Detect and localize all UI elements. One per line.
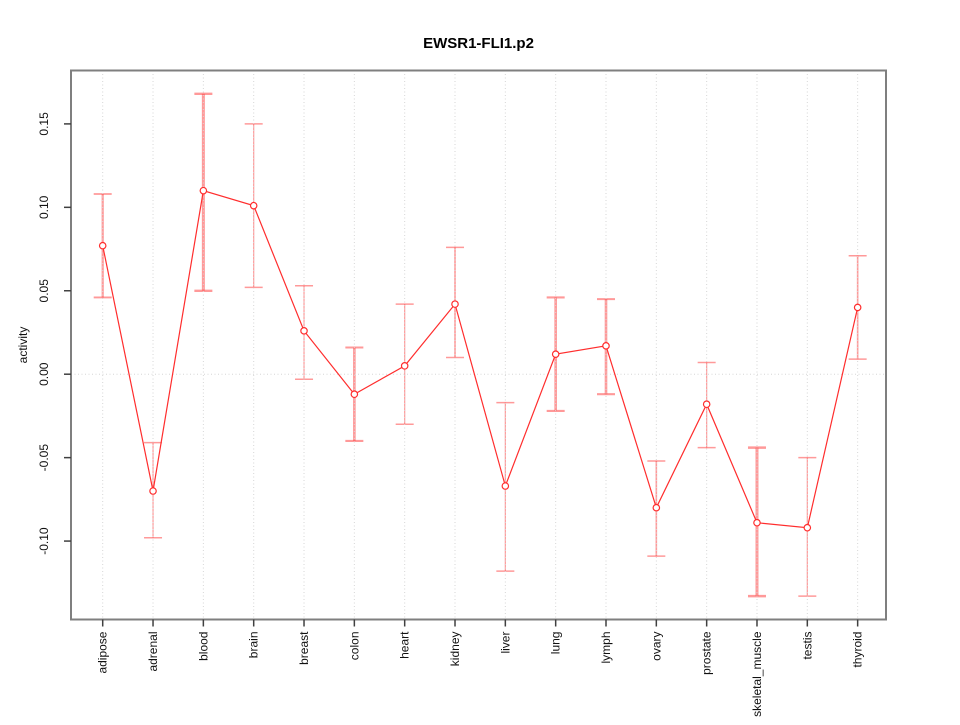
data-point (98, 241, 107, 250)
y-tick-label: 0.05 (37, 279, 51, 303)
data-point (300, 327, 308, 335)
x-tick-label: colon (347, 632, 361, 661)
x-tick-label: skeletal_muscle (750, 631, 764, 717)
x-tick-label: ovary (649, 632, 663, 661)
x-tick-label: heart (398, 631, 412, 659)
x-tick-label: adipose (96, 631, 110, 673)
x-tick-label: lymph (599, 632, 613, 664)
chart-title: EWSR1-FLI1.p2 (423, 35, 534, 52)
data-point (602, 342, 610, 350)
data-point (853, 303, 862, 312)
y-axis-label: activity (16, 327, 30, 364)
data-point (249, 201, 258, 210)
y-tick-label: 0.10 (37, 195, 51, 219)
data-point (149, 487, 157, 495)
plot-frame (70, 69, 887, 621)
x-tick-label: prostate (700, 631, 714, 675)
data-point (400, 362, 409, 370)
y-tick-label: -0.10 (37, 527, 51, 555)
data-point (652, 503, 661, 512)
series-line (102, 189, 859, 529)
data-point (753, 518, 761, 527)
data-point (199, 186, 208, 195)
data-point (350, 390, 359, 399)
data-point (451, 300, 459, 308)
data-point (702, 400, 711, 409)
x-tick-label: testis (800, 632, 814, 660)
plot-area: -0.10 -0.05 0.00 0.05 0.10 0.15 adipose adrenal… (37, 69, 887, 717)
x-tick-label: kidney (448, 632, 462, 667)
x-tick-label: thyroid (851, 632, 865, 668)
data-point (501, 482, 510, 490)
y-tick-label: 0.00 (37, 362, 51, 386)
x-tick-label: blood (196, 632, 210, 661)
x-tick-label: breast (297, 631, 311, 665)
x-tick-label: brain (247, 632, 261, 659)
x-tick-label: lung (549, 632, 563, 655)
data-point (551, 350, 560, 358)
y-tick-label: 0.15 (37, 112, 51, 136)
y-tick-label: -0.05 (37, 444, 51, 472)
data-point (803, 523, 812, 532)
x-tick-label: liver (498, 632, 512, 654)
x-tick-label: adrenal (146, 632, 160, 672)
